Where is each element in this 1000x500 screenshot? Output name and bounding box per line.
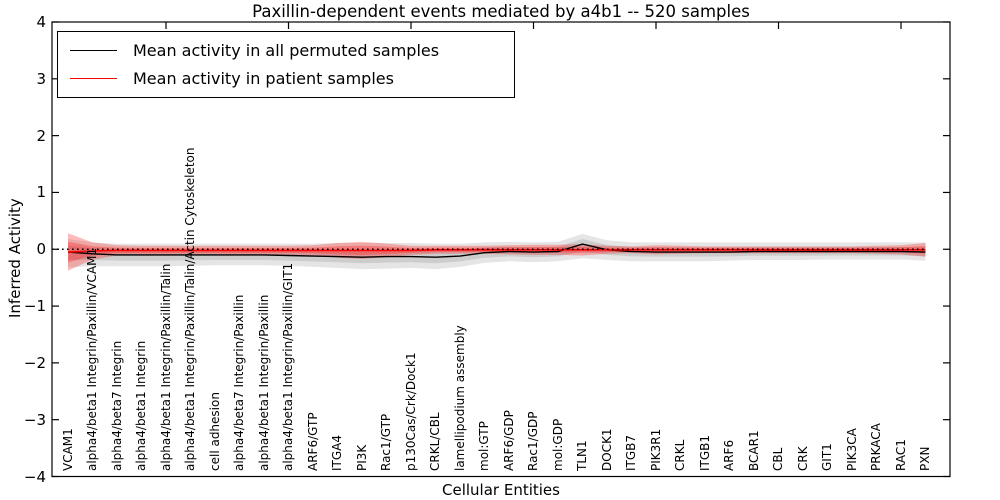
legend-label-patient: Mean activity in patient samples: [133, 68, 394, 88]
x-tick-label: alpha4/beta7 Integrin: [109, 340, 124, 471]
permuted-mean-line: [67, 243, 926, 258]
x-tick-label: TLN1: [575, 440, 589, 471]
permuted-line-icon: [70, 50, 117, 52]
legend-entry-patient: Mean activity in patient samples: [70, 65, 504, 93]
permuted-confidence-band-inner: [68, 239, 926, 264]
x-tick-label: alpha4/beta1 Integrin: [134, 340, 148, 471]
x-tick-label: RAC1: [893, 439, 908, 471]
y-tick-label: −3: [23, 410, 46, 429]
y-tick-label: 3: [36, 69, 46, 88]
x-tick-label: PIK3R1: [648, 428, 663, 471]
x-tick-label: alpha4/beta1 Integrin/Paxillin/Talin/Act…: [183, 147, 197, 471]
x-tick-label: ITGA4: [330, 434, 344, 471]
x-tick-label: PRKACA: [869, 423, 883, 471]
x-tick-label: BCAR1: [746, 430, 761, 471]
x-tick-label: alpha4/beta1 Integrin/Paxillin: [256, 294, 271, 471]
legend-box: Mean activity in all permuted samples Me…: [57, 31, 515, 98]
x-tick-label: CRKL: [673, 439, 687, 471]
y-tick-label: −4: [23, 467, 46, 486]
x-tick-label: PI3K: [354, 444, 369, 471]
x-tick-label: CRKL/CBL: [428, 412, 442, 471]
chart-title: Paxillin-dependent events mediated by a4…: [252, 2, 750, 21]
y-tick-label: 0: [36, 240, 46, 259]
y-tick-label: 2: [36, 126, 46, 145]
x-tick-label: CBL: [771, 447, 785, 471]
x-tick-label: p130Cas/Crk/Dock1: [403, 352, 418, 471]
x-tick-label: alpha4/beta7 Integrin/Paxillin: [232, 294, 246, 471]
y-tick-label: 1: [36, 183, 46, 202]
legend-entry-permuted: Mean activity in all permuted samples: [70, 37, 504, 65]
x-tick-label: ARF6/GTP: [305, 412, 320, 471]
y-tick-label: 4: [36, 13, 46, 31]
x-tick-label: alpha4/beta1 Integrin/Paxillin/VCAM1: [85, 247, 99, 471]
y-tick-label: −1: [23, 297, 46, 316]
y-axis-label: Inferred Activity: [6, 198, 24, 318]
x-tick-label: ITGB1: [697, 434, 712, 471]
x-tick-label: alpha4/beta1 Integrin/Paxillin/Talin: [158, 263, 173, 471]
y-tick-label: −2: [23, 353, 46, 372]
x-tick-label: lamellipodium assembly: [452, 325, 467, 471]
x-tick-label: alpha4/beta1 Integrin/Paxillin/GIT1: [281, 262, 295, 471]
x-tick-label: cell adhesion: [207, 392, 222, 471]
x-tick-label: mol:GDP: [550, 418, 565, 471]
x-tick-label: PXN: [918, 446, 932, 471]
legend-label-permuted: Mean activity in all permuted samples: [133, 41, 440, 61]
patient-line-icon: [70, 77, 117, 79]
x-tick-label: CRK: [795, 446, 810, 471]
x-axis-label: Cellular Entities: [442, 481, 560, 499]
x-tick-label: Rac1/GDP: [526, 411, 540, 471]
x-tick-label: ITGB7: [624, 434, 638, 471]
x-tick-label: Rac1/GTP: [379, 413, 393, 471]
x-tick-label: mol:GTP: [477, 421, 491, 471]
x-tick-label: GIT1: [820, 443, 834, 471]
x-tick-label: VCAM1: [60, 428, 75, 471]
x-tick-label: ARF6/GDP: [501, 410, 516, 471]
x-tick-label: ARF6: [722, 439, 736, 471]
x-tick-label: DOCK1: [599, 428, 614, 471]
x-tick-label: PIK3CA: [844, 428, 859, 471]
